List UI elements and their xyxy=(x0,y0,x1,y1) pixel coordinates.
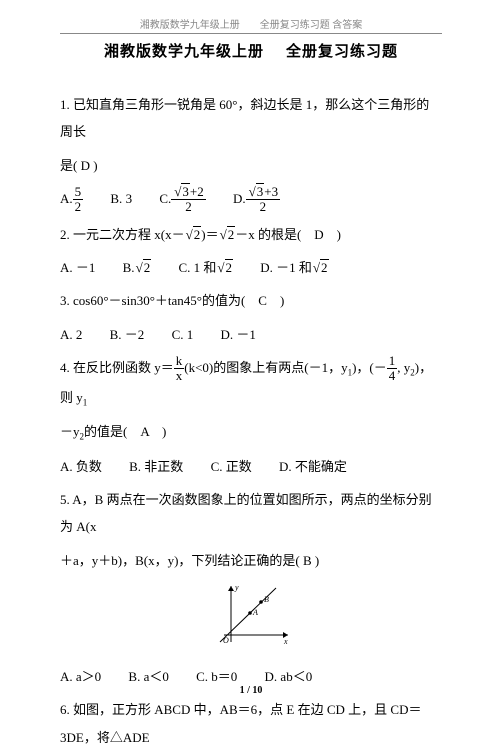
q4-optC: C. 正数 xyxy=(211,453,252,480)
q1-optB: B. 3 xyxy=(110,185,132,212)
q3-optB: B. －2 xyxy=(110,321,145,348)
q5-line1: 5. A，B 两点在一次函数图象上的位置如图所示，两点的坐标分别为 A(x xyxy=(60,486,442,541)
q4-optA: A. 负数 xyxy=(60,453,102,480)
q3-optA: A. 2 xyxy=(60,321,82,348)
title-left: 湘教版数学九年级上册 xyxy=(104,44,264,60)
q1-optA: A.52 xyxy=(60,185,83,215)
q3-text: 3. cos60°－sin30°＋tan45°的值为( C ) xyxy=(60,287,442,314)
q1-optC: C.3+22 xyxy=(159,185,205,215)
q3-optD: D. －1 xyxy=(220,321,255,348)
q1-options: A.52 B. 3 C.3+22 D.3+32 xyxy=(60,185,442,215)
q4-line1: 4. 在反比例函数 y＝kx(k<0)的图象上有两点(－1，y1)，(－14, … xyxy=(60,354,442,412)
q2-optC: C. 1 和2 xyxy=(178,254,233,281)
q3-options: A. 2 B. －2 C. 1 D. －1 xyxy=(60,321,442,348)
q2-optD: D. －1 和2 xyxy=(260,254,328,281)
q4-optD: D. 不能确定 xyxy=(279,453,347,480)
q1-line2: 是( D ) xyxy=(60,152,442,179)
q4-line2: －y2的值是( A ) xyxy=(60,418,442,446)
fig-label-x: x xyxy=(283,637,288,646)
q3-optC: C. 1 xyxy=(172,321,194,348)
q5-figure: A B O x y xyxy=(60,580,442,659)
page-header: 湘教版数学九年级上册 全册复习练习题 含答案 xyxy=(0,0,502,31)
q1-line1: 1. 已知直角三角形一锐角是 60°，斜边长是 1，那么这个三角形的周长 xyxy=(60,91,442,146)
header-rule xyxy=(60,33,442,34)
document-title: 湘教版数学九年级上册 全册复习练习题 xyxy=(0,40,502,61)
q2-optA: A. －1 xyxy=(60,254,95,281)
fig-label-B: B xyxy=(264,595,269,604)
content-area: 1. 已知直角三角形一锐角是 60°，斜边长是 1，那么这个三角形的周长 是( … xyxy=(0,91,502,751)
q2-options: A. －1 B.2 C. 1 和2 D. －1 和2 xyxy=(60,254,442,281)
fig-label-A: A xyxy=(252,608,258,617)
q2-optB: B.2 xyxy=(123,254,152,281)
q5-line2: ＋a，y＋b)，B(x，y)，下列结论正确的是( B ) xyxy=(60,547,442,574)
q4-options: A. 负数 B. 非正数 C. 正数 D. 不能确定 xyxy=(60,453,442,480)
q2-text: 2. 一元二次方程 x(x－2)＝2－x 的根是( D ) xyxy=(60,221,442,248)
page-number: 1 / 10 xyxy=(0,685,502,696)
fig-label-y: y xyxy=(234,583,239,592)
title-right: 全册复习练习题 xyxy=(286,44,398,60)
fig-label-O: O xyxy=(223,636,229,645)
q4-optB: B. 非正数 xyxy=(129,453,183,480)
q6-text: 6. 如图，正方形 ABCD 中，AB＝6，点 E 在边 CD 上，且 CD＝3… xyxy=(60,696,442,751)
q1-optD: D.3+32 xyxy=(233,185,280,215)
